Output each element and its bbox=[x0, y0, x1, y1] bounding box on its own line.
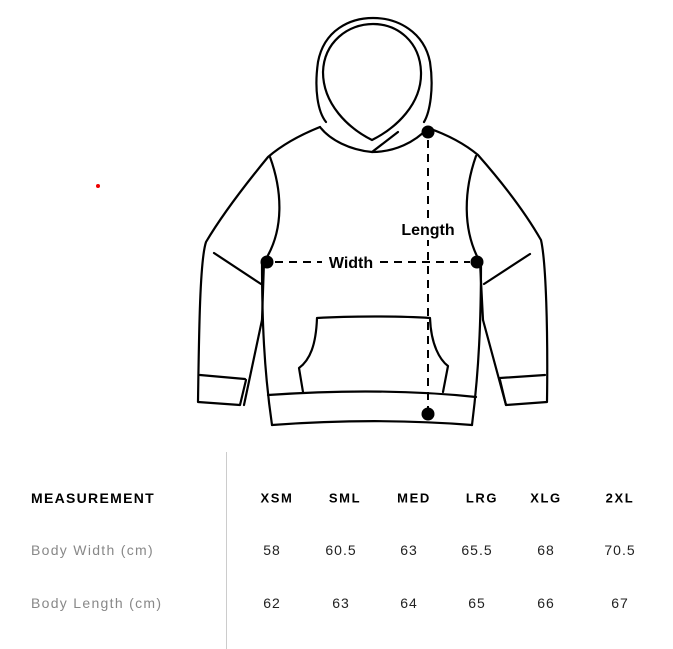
pocket bbox=[297, 315, 450, 394]
width-label: Width bbox=[329, 255, 373, 272]
width-right-dot bbox=[470, 255, 484, 269]
table-cell: 67 bbox=[611, 595, 629, 611]
size-header: 2XL bbox=[605, 490, 635, 506]
size-header: LRG bbox=[465, 490, 499, 506]
left-cuff bbox=[198, 373, 247, 381]
left-armhole bbox=[260, 155, 281, 322]
table-cell: 60.5 bbox=[325, 542, 357, 558]
red-marker-dot bbox=[96, 184, 100, 188]
table-cell: 65 bbox=[468, 595, 486, 611]
right-cuff bbox=[498, 373, 547, 380]
table-divider bbox=[226, 452, 227, 649]
table-cell: 58 bbox=[263, 542, 281, 558]
table-cell: 64 bbox=[400, 595, 418, 611]
hood-outer bbox=[315, 16, 433, 124]
length-bottom-dot bbox=[421, 407, 435, 421]
table-cell: 65.5 bbox=[461, 542, 493, 558]
right-elbow bbox=[482, 252, 532, 286]
body-right-side bbox=[470, 260, 483, 427]
right-shoulder-sleeve bbox=[426, 126, 549, 407]
table-cell: 63 bbox=[332, 595, 350, 611]
measurement-header: MEASUREMENT bbox=[31, 490, 155, 506]
hem bbox=[270, 420, 474, 427]
size-header: MED bbox=[397, 490, 431, 506]
hood-inner bbox=[321, 22, 423, 142]
table-cell: 70.5 bbox=[604, 542, 636, 558]
size-header: XSM bbox=[260, 490, 294, 506]
table-cell: 63 bbox=[400, 542, 418, 558]
table-cell: 68 bbox=[537, 542, 555, 558]
table-cell: 62 bbox=[263, 595, 281, 611]
body-left-side bbox=[260, 260, 274, 427]
left-elbow bbox=[212, 251, 263, 286]
length-label: Length bbox=[401, 222, 454, 239]
size-header: XLG bbox=[530, 490, 562, 506]
row-label-body-length: Body Length (cm) bbox=[31, 595, 163, 611]
length-top-dot bbox=[421, 125, 435, 139]
size-header: SML bbox=[328, 490, 362, 506]
left-shoulder-sleeve bbox=[196, 125, 322, 407]
table-cell: 66 bbox=[537, 595, 555, 611]
width-left-dot bbox=[260, 255, 274, 269]
row-label-body-width: Body Width (cm) bbox=[31, 542, 154, 558]
hoodie-size-diagram: Length Width bbox=[196, 16, 549, 427]
